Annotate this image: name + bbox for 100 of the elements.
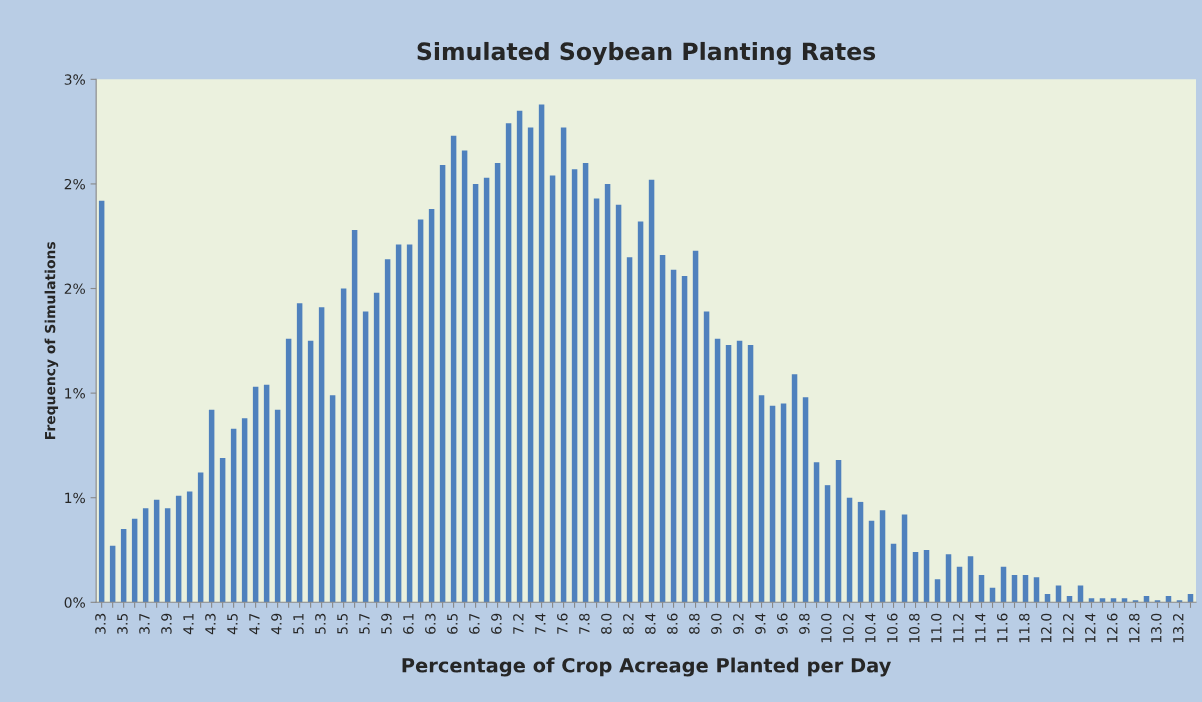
bar [879, 510, 886, 603]
x-tick-label: 10.0 [821, 613, 832, 643]
x-tick-label: 10.2 [843, 614, 854, 643]
bar [681, 275, 688, 603]
x-tick-label: 4.9 [271, 613, 282, 635]
bar [791, 374, 798, 603]
bar [758, 395, 765, 603]
x-tick-label: 8.2 [623, 614, 634, 634]
bar [197, 472, 204, 603]
y-tick-label: 3% [64, 74, 85, 85]
y-tick-label: 2% [64, 178, 85, 190]
x-tick-label: 6.5 [447, 613, 458, 634]
bar [120, 529, 127, 603]
bar [307, 340, 314, 603]
x-tick-label: 11.2 [953, 614, 964, 643]
bar [329, 395, 336, 603]
bar [98, 200, 105, 603]
y-tick-label: 1% [65, 492, 85, 504]
bar [626, 257, 633, 603]
bar [1022, 575, 1029, 603]
x-tick-label: 12.0 [1041, 613, 1052, 643]
bar [582, 163, 589, 603]
bar [285, 338, 292, 603]
bar [131, 518, 138, 603]
bar [340, 288, 347, 603]
x-tick-label: 6.3 [425, 613, 436, 634]
bar [967, 556, 974, 603]
x-tick-label: 9.0 [711, 613, 722, 634]
bar [560, 127, 567, 603]
x-tick-label: 6.1 [403, 614, 414, 634]
bar [318, 307, 325, 603]
x-tick-label: 10.8 [909, 613, 920, 643]
y-tick-label: 0% [64, 597, 85, 608]
bar [274, 409, 281, 603]
bar [604, 183, 611, 603]
x-tick-label: 4.3 [205, 613, 216, 635]
bar [428, 209, 435, 603]
x-tick-label: 3.3 [95, 613, 106, 634]
bar [714, 338, 721, 603]
x-tick-label: 10.6 [887, 613, 898, 643]
x-tick-label: 9.8 [799, 613, 810, 634]
bar [219, 457, 226, 603]
bar [406, 244, 413, 603]
bar [868, 520, 875, 603]
bar [384, 259, 391, 603]
x-tick-label: 8.4 [645, 613, 656, 634]
x-tick-label: 5.9 [381, 613, 392, 634]
x-tick-label: 6.9 [491, 613, 502, 634]
bar [813, 462, 820, 603]
bar [703, 311, 710, 603]
bar [593, 198, 600, 603]
x-tick-label: 4.1 [183, 614, 194, 635]
bar [615, 204, 622, 603]
x-tick-label: 12.6 [1107, 613, 1118, 643]
bar [692, 250, 699, 603]
bar [978, 575, 985, 603]
bar [1033, 577, 1040, 603]
bar [1011, 575, 1018, 603]
bar [208, 409, 215, 603]
y-axis-title: Frequency of Simulations [44, 242, 59, 439]
bar [439, 165, 446, 603]
bar [549, 175, 556, 603]
x-axis-title: Percentage of Crop Acreage Planted per Day [402, 657, 891, 677]
x-tick-label: 7.4 [535, 613, 546, 634]
bar [252, 386, 259, 603]
bar [505, 123, 512, 603]
bar [362, 311, 369, 603]
x-tick-label: 12.8 [1129, 613, 1140, 643]
bar [923, 550, 930, 603]
x-tick-label: 10.4 [865, 613, 876, 643]
bar [659, 255, 666, 603]
x-tick-label: 4.5 [227, 613, 238, 635]
bar [945, 554, 952, 603]
bar [780, 403, 787, 603]
bar [934, 579, 941, 603]
x-tick-label: 5.1 [293, 614, 304, 634]
bar [142, 508, 149, 603]
bar [186, 491, 193, 603]
bar [769, 405, 776, 603]
bar [736, 340, 743, 603]
bar [109, 545, 116, 603]
x-tick-label: 6.7 [469, 613, 480, 634]
x-tick-label: 12.4 [1085, 613, 1096, 643]
x-tick-label: 3.5 [117, 613, 128, 634]
x-tick-label: 7.8 [579, 613, 590, 634]
x-tick-label: 12.2 [1063, 614, 1074, 643]
bar [802, 397, 809, 603]
bar [637, 221, 644, 603]
bar [351, 229, 358, 603]
bar [175, 495, 182, 603]
bar [527, 127, 534, 603]
bar [263, 384, 270, 603]
x-tick-label: 13.2 [1173, 614, 1184, 643]
bar [747, 345, 754, 603]
bar [164, 508, 171, 603]
x-tick-label: 8.0 [601, 613, 612, 634]
x-tick-label: 7.6 [557, 613, 568, 634]
y-tick-label: 2% [64, 283, 85, 294]
bar [153, 499, 160, 603]
bar [890, 543, 897, 603]
